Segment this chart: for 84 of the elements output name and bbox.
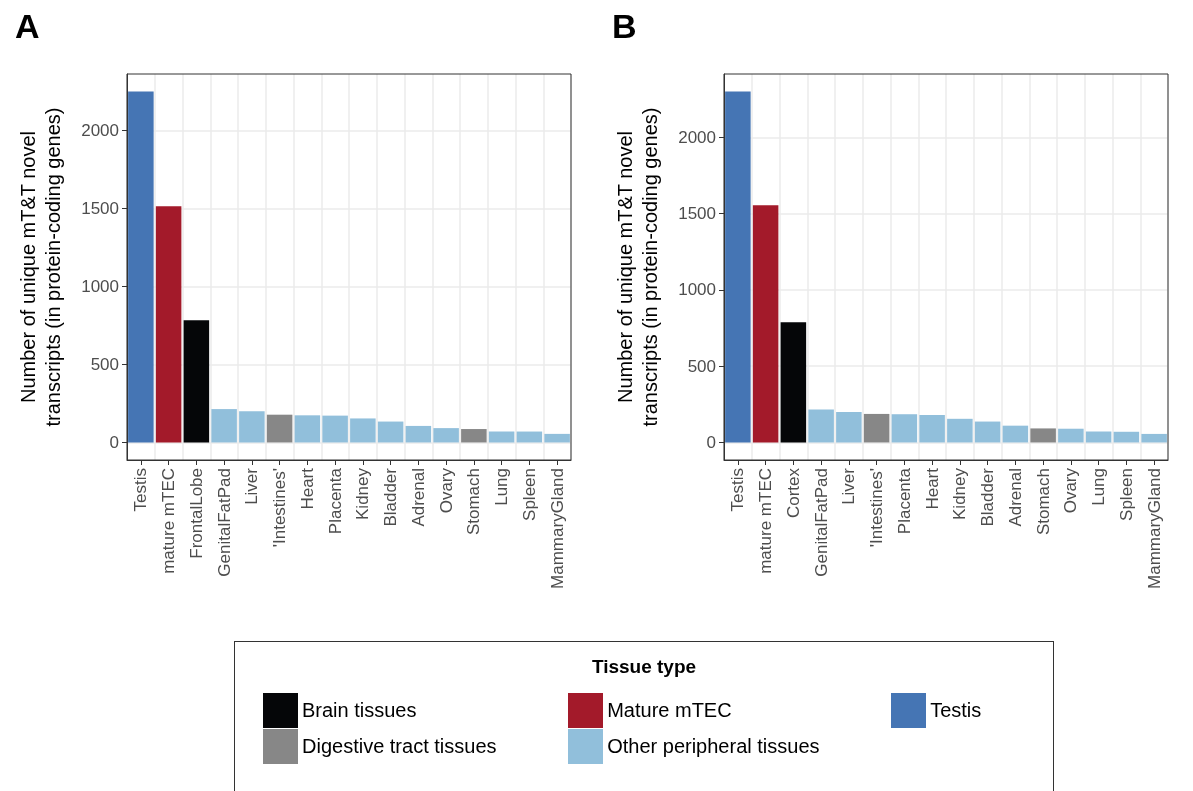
- y-axis-title: Number of unique mT&T novel transcripts (in protein-coding genes): [613, 107, 661, 427]
- x-tick-label: 'Intestines': [867, 468, 887, 548]
- x-tick-label: GenitalFatPad: [811, 468, 831, 577]
- x-tick-label: mature mTEC: [159, 468, 179, 574]
- legend-label: Brain tissues: [302, 698, 417, 722]
- bar: [863, 413, 890, 443]
- y-tick-label: 500: [687, 356, 716, 376]
- bar: [488, 431, 515, 443]
- bar: [1085, 431, 1112, 443]
- bar: [211, 409, 237, 443]
- x-tick-label: Placenta: [894, 467, 914, 535]
- x-tick-label: Ovary: [436, 467, 456, 514]
- bar: [433, 428, 459, 443]
- x-tick-label: MammaryGland: [1144, 468, 1164, 589]
- bar: [266, 414, 293, 443]
- bar: [1058, 428, 1084, 443]
- y-axis-title: Number of unique mT&T novel transcripts (in protein-coding genes): [16, 107, 64, 427]
- chart-title: B: [612, 7, 637, 45]
- x-tick-label: Ovary: [1061, 467, 1081, 514]
- bar: [461, 429, 487, 443]
- x-tick-label: MammaryGland: [547, 468, 567, 589]
- x-tick-label: Kidney: [950, 467, 970, 520]
- x-tick-label: 'Intestines': [270, 468, 290, 548]
- legend-label: Other peripheral tissues: [607, 734, 820, 758]
- x-tick-label: Lung: [1089, 468, 1109, 506]
- bar: [239, 411, 265, 443]
- x-tick-label: GenitalFatPad: [214, 468, 234, 577]
- x-tick-label: Placenta: [325, 467, 345, 535]
- bar: [725, 91, 751, 443]
- bar: [294, 415, 321, 443]
- x-tick-label: Lung: [492, 468, 512, 506]
- y-tick-label: 1500: [678, 204, 716, 224]
- bar: [350, 418, 376, 443]
- y-tick-label: 2000: [81, 121, 119, 141]
- y-tick-label: 1000: [678, 280, 716, 300]
- x-tick-label: Spleen: [1116, 468, 1136, 521]
- x-tick-label: Bladder: [381, 467, 401, 527]
- bar: [1030, 428, 1056, 443]
- bar: [405, 425, 432, 443]
- x-tick-label: Liver: [242, 467, 262, 505]
- x-tick-label: Cortex: [783, 467, 803, 519]
- bar: [919, 414, 945, 443]
- bar: [808, 409, 834, 443]
- legend-label: Digestive tract tissues: [302, 734, 497, 758]
- x-tick-label: FrontalLobe: [186, 468, 206, 559]
- bar: [1113, 431, 1140, 443]
- bar: [183, 320, 210, 443]
- legend-title: Tissue type: [590, 656, 698, 678]
- x-tick-label: Heart: [922, 467, 942, 510]
- bar: [128, 91, 154, 443]
- bar: [1141, 433, 1167, 443]
- x-tick-label: Adrenal: [408, 468, 428, 527]
- x-tick-label: Testis: [728, 468, 748, 512]
- y-tick-label: 1000: [81, 276, 119, 296]
- y-tick-label: 2000: [678, 127, 716, 147]
- bar: [891, 414, 918, 443]
- x-tick-label: Liver: [839, 467, 859, 505]
- y-tick-label: 0: [706, 432, 716, 452]
- bar: [947, 418, 973, 443]
- x-tick-label: Kidney: [353, 467, 373, 520]
- x-tick-label: mature mTEC: [756, 468, 776, 574]
- bar: [155, 206, 182, 443]
- x-tick-label: Stomach: [464, 468, 484, 536]
- bar: [377, 421, 404, 443]
- x-tick-label: Heart: [297, 467, 317, 510]
- bar: [322, 415, 348, 443]
- bar: [752, 205, 779, 443]
- x-tick-label: Adrenal: [1005, 468, 1025, 527]
- chart-title: A: [15, 7, 40, 45]
- bar: [516, 431, 543, 443]
- y-tick-label: 500: [90, 354, 119, 374]
- y-tick-label: 1500: [81, 199, 119, 219]
- y-tick-label: 0: [109, 432, 119, 452]
- legend-label: Testis: [930, 698, 982, 722]
- x-tick-label: Spleen: [519, 468, 539, 521]
- bar: [780, 322, 807, 443]
- x-tick-label: Stomach: [1033, 468, 1053, 536]
- bar: [836, 411, 862, 443]
- bar: [544, 433, 570, 443]
- bar: [1002, 425, 1029, 443]
- legend-label: Mature mTEC: [607, 698, 732, 722]
- x-tick-label: Testis: [131, 468, 151, 512]
- bar: [974, 421, 1001, 443]
- x-tick-label: Bladder: [978, 467, 998, 527]
